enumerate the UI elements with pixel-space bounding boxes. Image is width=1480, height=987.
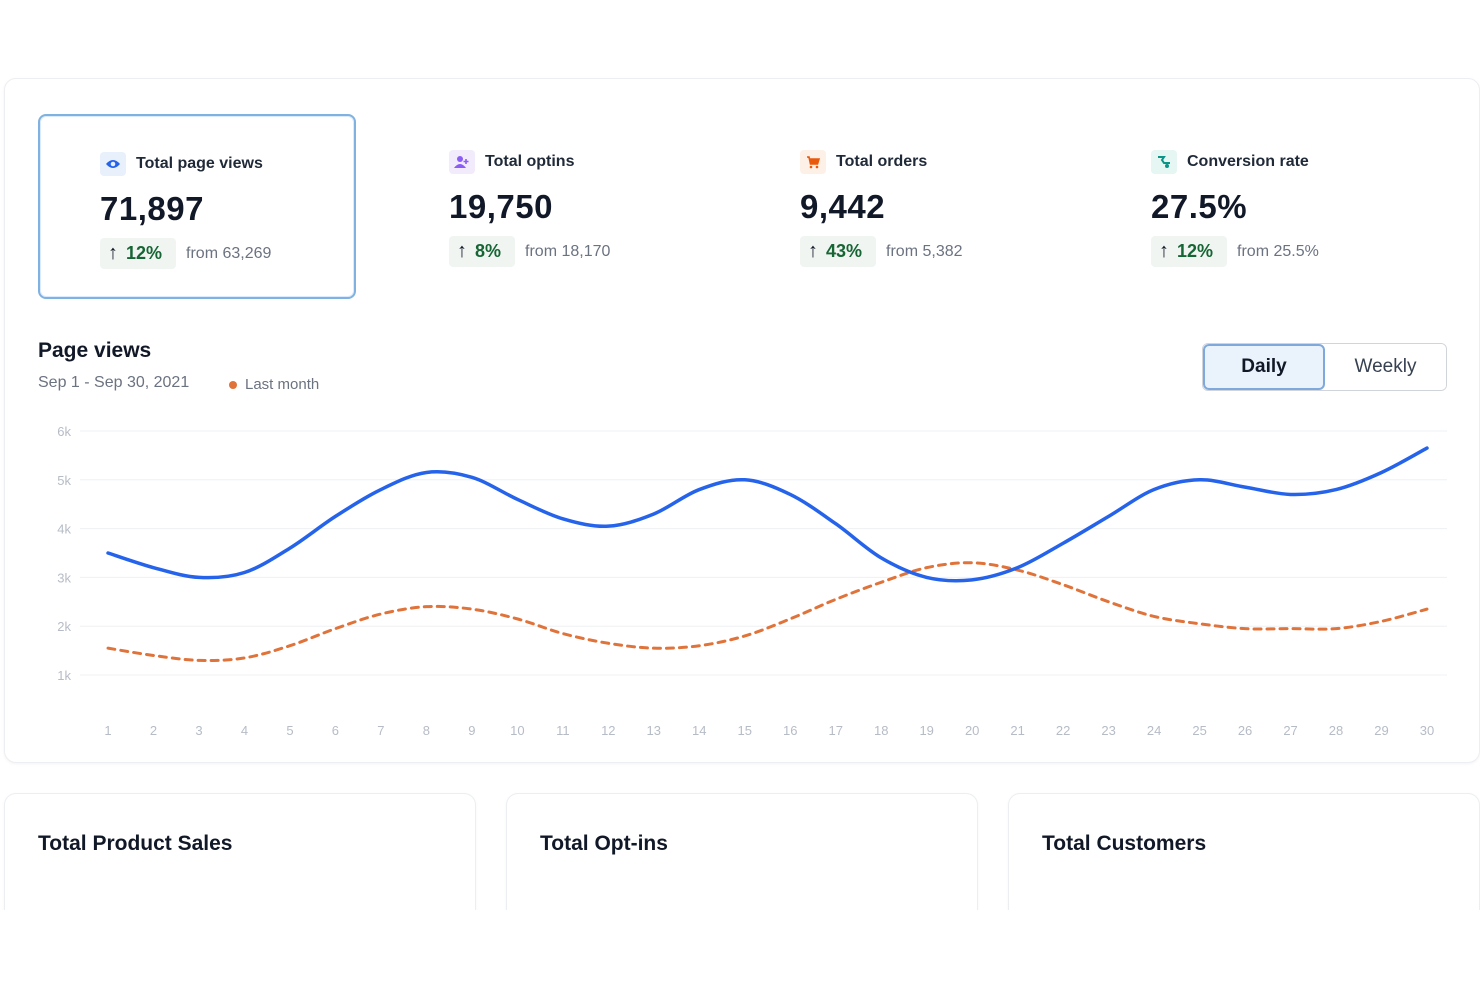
total-product-sales-card: Total Product Sales	[4, 793, 476, 923]
legend-label: Last month	[245, 376, 320, 393]
x-tick-label: 6	[332, 723, 339, 738]
previous-value: from 63,269	[186, 244, 272, 262]
card-title: Total Opt-ins	[540, 832, 668, 855]
x-tick-label: 2	[150, 723, 157, 738]
x-tick-label: 16	[783, 723, 797, 738]
x-tick-label: 22	[1056, 723, 1070, 738]
x-tick-label: 7	[377, 723, 384, 738]
x-tick-label: 27	[1283, 723, 1297, 738]
x-tick-label: 8	[423, 723, 430, 738]
x-tick-label: 21	[1010, 723, 1024, 738]
x-tick-label: 15	[738, 723, 752, 738]
x-tick-label: 10	[510, 723, 524, 738]
x-tick-label: 13	[647, 723, 661, 738]
card-title: Total Product Sales	[38, 832, 233, 855]
x-tick-label: 26	[1238, 723, 1252, 738]
x-tick-label: 29	[1374, 723, 1388, 738]
y-tick-label: 4k	[57, 522, 71, 537]
x-tick-label: 5	[286, 723, 293, 738]
x-tick-label: 11	[556, 723, 570, 738]
arrow-up-icon: ↑	[1159, 240, 1169, 262]
legend-dot-icon	[229, 380, 237, 389]
x-tick-label: 28	[1329, 723, 1343, 738]
total-customers-card: Total Customers	[1008, 793, 1480, 923]
x-tick-label: 24	[1147, 723, 1161, 738]
x-tick-label: 14	[692, 723, 706, 738]
change-badge: ↑ 43%	[800, 236, 877, 267]
stat-value: 19,750	[449, 188, 553, 225]
previous-value: from 5,382	[886, 242, 963, 260]
stat-value: 71,897	[100, 190, 204, 227]
previous-value: from 18,170	[525, 242, 611, 260]
stat-label: Conversion rate	[1187, 153, 1309, 170]
change-badge: ↑ 12%	[100, 238, 177, 269]
x-tick-label: 4	[241, 723, 248, 738]
y-tick-label: 1k	[57, 668, 71, 683]
arrow-up-icon: ↑	[808, 240, 818, 262]
cart-icon	[800, 150, 826, 174]
series-line-current	[106, 446, 1429, 583]
y-tick-label: 6k	[57, 424, 71, 439]
percent-icon	[1151, 150, 1177, 174]
x-tick-label: 1	[104, 723, 111, 738]
chart-title: Page views	[38, 339, 152, 362]
stat-value: 9,442	[800, 188, 886, 225]
change-badge: ↑ 8%	[449, 236, 516, 267]
arrow-up-icon: ↑	[457, 240, 467, 262]
total-optins-card: Total Opt-ins	[506, 793, 978, 923]
stat-value: 27.5%	[1151, 188, 1248, 225]
stat-card-optins[interactable]: Total optins 19,750 ↑ 8% from 18,170	[389, 114, 707, 299]
x-tick-label: 3	[195, 723, 202, 738]
stat-label: Total optins	[485, 153, 575, 170]
user-plus-icon	[449, 150, 475, 174]
change-badge: ↑ 12%	[1151, 236, 1228, 267]
stat-label: Total page views	[136, 155, 263, 172]
previous-value: from 25.5%	[1237, 242, 1319, 260]
x-tick-label: 19	[919, 723, 933, 738]
y-tick-label: 5k	[57, 473, 71, 488]
x-tick-label: 23	[1101, 723, 1115, 738]
period-toggle: Daily Weekly	[1202, 343, 1447, 391]
stat-card-page-views[interactable]: Total page views 71,897 ↑ 12% from 63,269	[38, 114, 356, 299]
eye-icon	[100, 152, 126, 176]
y-tick-label: 3k	[57, 570, 71, 585]
bottom-fade	[0, 910, 1480, 987]
x-tick-label: 18	[874, 723, 888, 738]
x-tick-label: 9	[468, 723, 475, 738]
x-tick-label: 12	[601, 723, 615, 738]
stat-card-conversion[interactable]: Conversion rate 27.5% ↑ 12% from 25.5%	[1091, 114, 1409, 299]
y-tick-label: 2k	[57, 619, 71, 634]
x-tick-label: 17	[828, 723, 842, 738]
date-range: Sep 1 - Sep 30, 2021	[38, 374, 190, 391]
weekly-button[interactable]: Weekly	[1325, 344, 1446, 390]
x-tick-label: 25	[1192, 723, 1206, 738]
daily-button[interactable]: Daily	[1203, 344, 1325, 390]
x-tick-label: 30	[1420, 723, 1434, 738]
stat-card-orders[interactable]: Total orders 9,442 ↑ 43% from 5,382	[740, 114, 1058, 299]
series-line-last-month	[106, 561, 1429, 662]
legend-last-month: Last month	[229, 376, 319, 393]
stat-label: Total orders	[836, 153, 928, 170]
x-tick-label: 20	[965, 723, 979, 738]
card-title: Total Customers	[1042, 832, 1207, 855]
page-views-card: Total page views 71,897 ↑ 12% from 63,269…	[4, 78, 1480, 763]
arrow-up-icon: ↑	[108, 242, 118, 264]
